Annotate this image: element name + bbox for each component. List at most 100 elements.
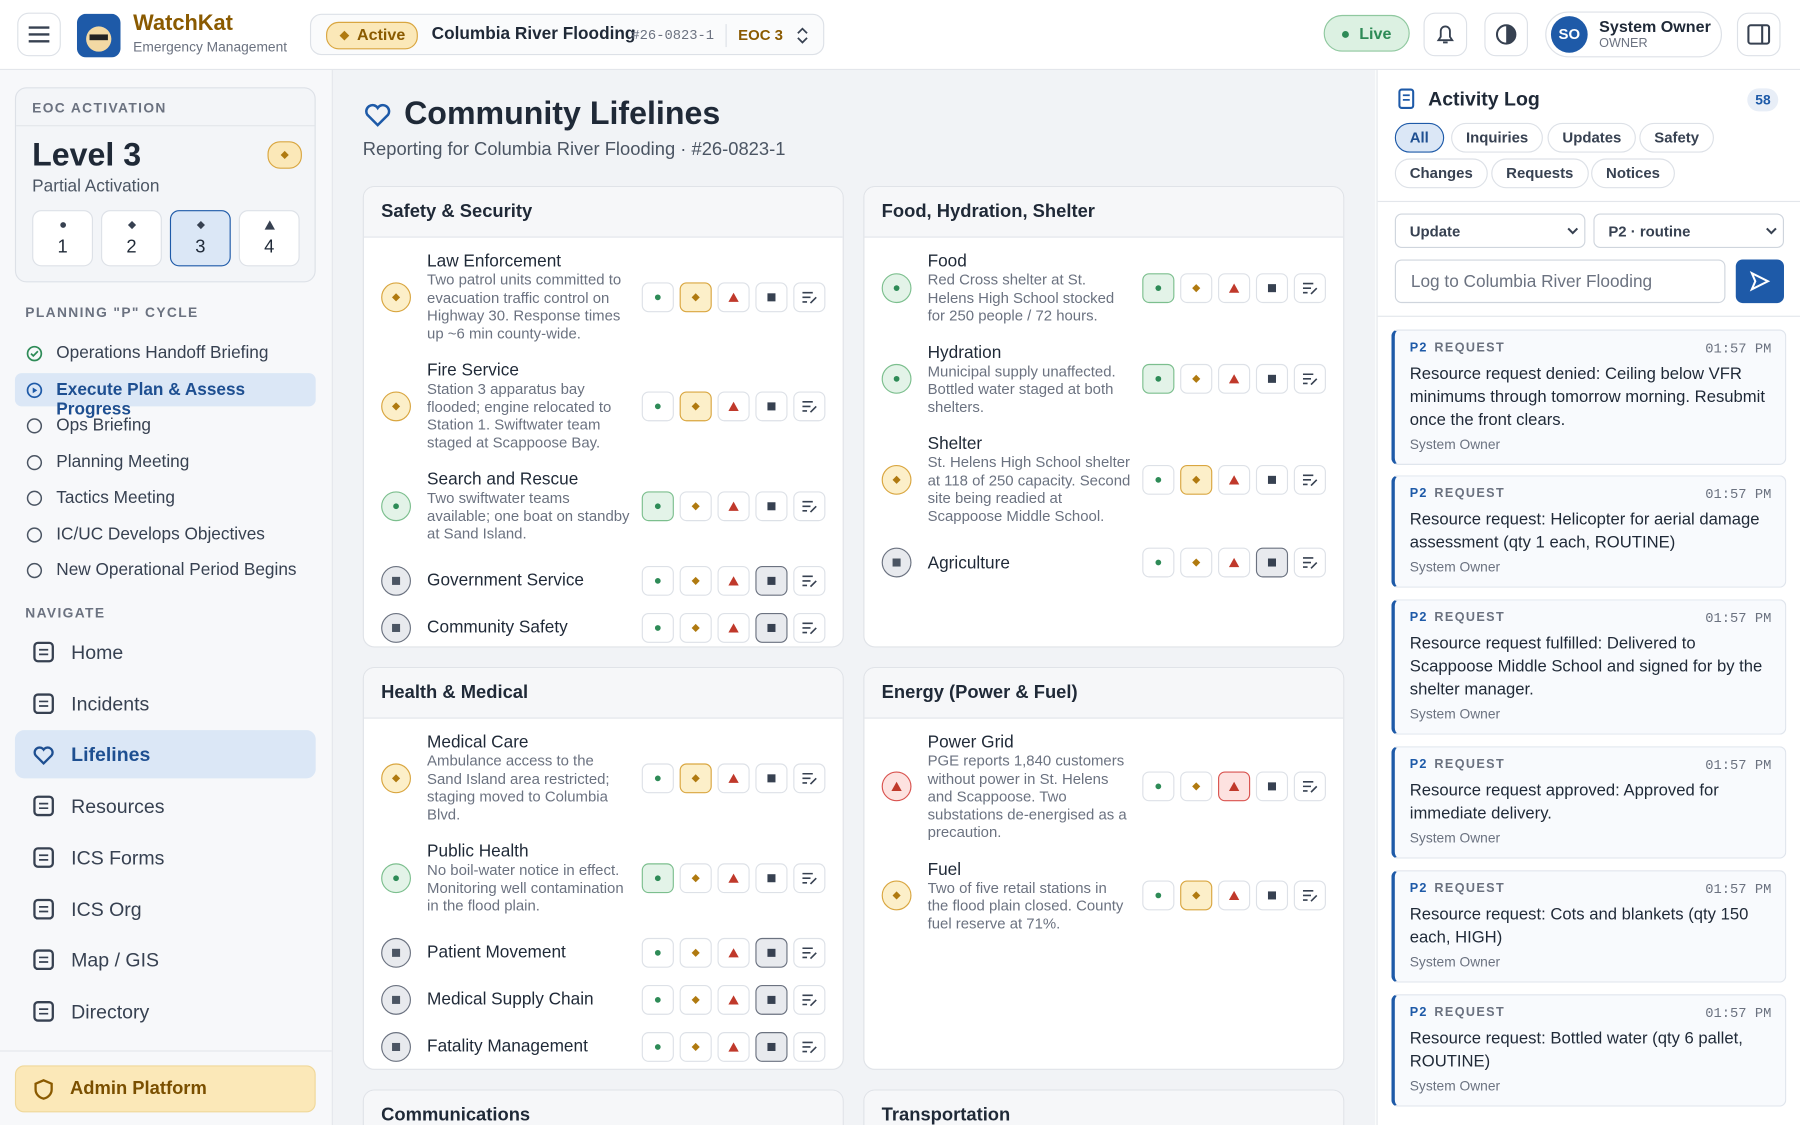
status-button[interactable] (1180, 547, 1213, 578)
planning-step[interactable]: Planning Meeting (15, 445, 316, 478)
nav-item[interactable]: ICS Org (15, 885, 316, 933)
select[interactable]: Update (1394, 213, 1586, 248)
status-button[interactable] (1142, 272, 1175, 303)
note-button[interactable] (1293, 880, 1326, 911)
status-button[interactable] (1180, 272, 1213, 303)
status-button[interactable] (717, 1031, 750, 1062)
admin-button[interactable]: Admin Platform (14, 1065, 316, 1113)
status-button[interactable] (717, 491, 750, 521)
log-entry[interactable]: P2 REQUEST 01:57 PM Resource request: Helic… (1391, 475, 1787, 588)
status-button[interactable] (679, 390, 712, 421)
status-button[interactable] (641, 863, 674, 893)
status-button[interactable] (1142, 464, 1175, 495)
status-button[interactable] (717, 762, 750, 793)
status-button[interactable] (755, 1031, 788, 1062)
note-button[interactable] (793, 390, 826, 421)
status-button[interactable] (755, 565, 788, 596)
log-input[interactable]: Log to Columbia River Flooding (1394, 259, 1726, 304)
menu-button[interactable] (17, 12, 61, 57)
status-button[interactable] (679, 565, 712, 596)
status-button[interactable] (1218, 547, 1251, 578)
planning-step[interactable]: IC/UC Develops Objectives (15, 517, 316, 550)
status-button[interactable] (755, 390, 788, 421)
filter-chip[interactable]: Changes (1394, 158, 1488, 189)
filter-chip[interactable]: Safety (1639, 122, 1714, 153)
status-button[interactable] (1218, 464, 1251, 495)
level-button[interactable]: 4 (238, 210, 300, 267)
status-button[interactable] (755, 612, 788, 643)
status-button[interactable] (717, 281, 750, 312)
status-button[interactable] (679, 863, 712, 893)
note-button[interactable] (1293, 364, 1326, 395)
panel-toggle[interactable] (1736, 12, 1781, 57)
planning-step[interactable]: Tactics Meeting (15, 481, 316, 514)
planning-step[interactable]: New Operational Period Begins (15, 553, 316, 586)
status-button[interactable] (679, 612, 712, 643)
nav-item[interactable]: Resources (15, 782, 316, 830)
status-button[interactable] (1218, 771, 1251, 802)
nav-item[interactable]: Lifelines (14, 730, 316, 779)
level-button[interactable]: 1 (32, 210, 93, 267)
status-button[interactable] (717, 984, 750, 1015)
level-button[interactable]: 2 (101, 210, 162, 267)
status-button[interactable] (641, 937, 674, 968)
notifications-button[interactable] (1423, 12, 1468, 57)
note-button[interactable] (1293, 771, 1326, 802)
user-menu[interactable]: SO System Owner OWNER (1545, 11, 1722, 58)
note-button[interactable] (1293, 272, 1326, 303)
status-button[interactable] (1255, 547, 1289, 578)
planning-step[interactable]: Ops Briefing (15, 409, 316, 442)
status-button[interactable] (641, 491, 674, 521)
status-button[interactable] (717, 937, 750, 968)
status-button[interactable] (755, 984, 788, 1015)
status-button[interactable] (717, 390, 750, 421)
level-button[interactable]: 3 (169, 210, 231, 267)
note-button[interactable] (793, 1031, 826, 1062)
status-button[interactable] (755, 491, 788, 521)
note-button[interactable] (793, 762, 826, 793)
status-button[interactable] (755, 863, 788, 893)
note-button[interactable] (793, 491, 826, 521)
status-button[interactable] (755, 281, 788, 312)
status-button[interactable] (1142, 880, 1175, 911)
status-button[interactable] (641, 281, 674, 312)
filter-chip[interactable]: All (1394, 122, 1444, 153)
note-button[interactable] (1293, 464, 1326, 495)
status-button[interactable] (679, 281, 712, 312)
nav-item[interactable]: ICS Forms (15, 833, 316, 881)
status-button[interactable] (641, 762, 674, 793)
filter-chip[interactable]: Inquiries (1451, 122, 1544, 153)
note-button[interactable] (1293, 547, 1326, 578)
status-button[interactable] (641, 390, 674, 421)
planning-step[interactable]: Operations Handoff Briefing (15, 336, 316, 369)
status-button[interactable] (1255, 364, 1289, 395)
status-button[interactable] (1218, 880, 1251, 911)
status-button[interactable] (1180, 771, 1213, 802)
theme-button[interactable] (1484, 12, 1528, 57)
note-button[interactable] (793, 863, 826, 893)
log-entry[interactable]: P2 REQUEST 01:57 PM Resource request denied… (1391, 329, 1787, 465)
select[interactable]: P2 · routine (1593, 213, 1784, 248)
log-entry[interactable]: P2 REQUEST 01:57 PM Resource request approv… (1391, 746, 1787, 859)
status-button[interactable] (1142, 547, 1175, 578)
status-button[interactable] (679, 491, 712, 521)
status-button[interactable] (1218, 364, 1251, 395)
filter-chip[interactable]: Updates (1547, 122, 1637, 153)
log-entry[interactable]: P2 REQUEST 01:57 PM Resource request fulfil… (1391, 599, 1787, 735)
status-button[interactable] (679, 984, 712, 1015)
status-button[interactable] (1142, 771, 1175, 802)
status-button[interactable] (679, 1031, 712, 1062)
status-button[interactable] (1142, 364, 1175, 395)
filter-chip[interactable]: Requests (1491, 158, 1589, 189)
filter-chip[interactable]: Notices (1591, 158, 1675, 189)
log-entry[interactable]: P2 REQUEST 01:57 PM Resource request: Bottl… (1391, 994, 1787, 1107)
nav-item[interactable]: Directory (15, 987, 316, 1035)
status-button[interactable] (1218, 272, 1251, 303)
planning-step[interactable]: Execute Plan & Assess Progress (14, 372, 316, 418)
note-button[interactable] (793, 281, 826, 312)
nav-item[interactable]: Home (15, 628, 316, 676)
status-button[interactable] (679, 937, 712, 968)
incident-selector[interactable]: Active Columbia River Flooding #26-0823-… (309, 13, 825, 56)
status-button[interactable] (679, 762, 712, 793)
status-button[interactable] (755, 937, 788, 968)
